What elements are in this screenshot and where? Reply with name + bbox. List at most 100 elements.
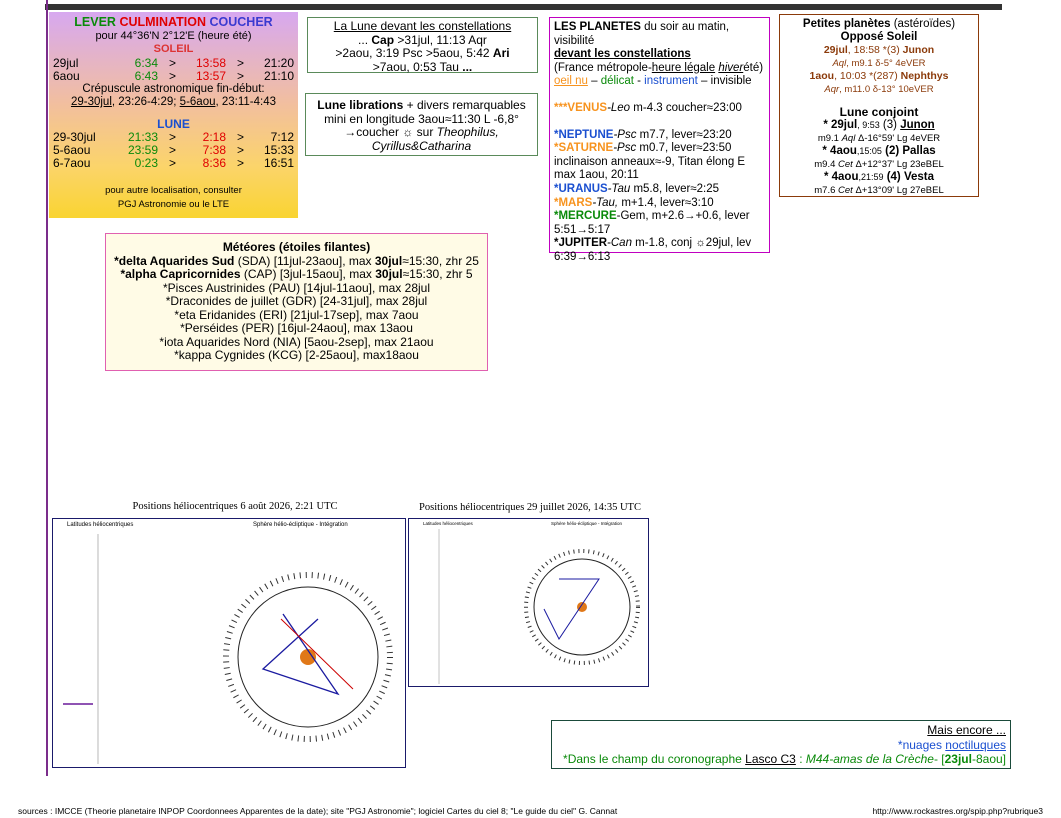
text: Aqr (824, 84, 840, 95)
text: >2aou, 3:19 (335, 46, 403, 60)
top-bar (45, 4, 1002, 10)
chart-title: Positions héliocentriques 29 juillet 202… (419, 502, 641, 513)
table-cell: 7:12 (270, 130, 294, 144)
table-cell: > (168, 130, 176, 144)
text: Aql (832, 58, 847, 69)
table-cell: > (236, 156, 244, 170)
table-row: 29jul 6:34 >13:58 >21:20 (53, 55, 298, 70)
table-cell: 0:23 (134, 156, 158, 170)
text: *Draconides de juillet (GDR) [24-31jul],… (165, 294, 428, 308)
text: mini en longitude 3aou≈11:30 L -6,8° (324, 111, 519, 126)
orbit-line (280, 618, 354, 690)
table-row: 6-7aou 0:23 >8:36 >16:51 (53, 157, 298, 170)
ecliptic-ring (524, 549, 640, 665)
sun (577, 602, 587, 612)
text: - [ (933, 752, 945, 766)
table-cell: 16:51 (263, 156, 294, 170)
text: *URANUS (554, 182, 608, 195)
text: *eta Eridanides (ERI) [21jul-17sep], max… (174, 307, 419, 322)
text: -Psc (613, 142, 637, 155)
table-cell: > (168, 156, 176, 170)
table-cell: 21:10 (263, 68, 294, 83)
table-cell: 2:18 (202, 130, 226, 144)
text: délicat (600, 75, 634, 88)
text: *MERCURE (554, 210, 617, 223)
table-cell: 13:58 (195, 55, 226, 70)
text: Opposé Soleil (840, 31, 918, 43)
table-cell: 21:20 (263, 55, 294, 70)
table-cell: 23:59 (127, 143, 158, 157)
moon-constellations-box: La Lune devant les constellations ... Ca… (307, 17, 538, 73)
text: – invisible (697, 75, 752, 88)
text: SOLEIL (153, 43, 194, 55)
table-cell: 6aou (53, 68, 80, 83)
table-cell: 7:38 (202, 143, 226, 157)
text: , 23:26-4:29; (111, 96, 180, 108)
text: CULMINATION (119, 15, 207, 29)
footer-sources: sources : IMCCE (Theorie planetaire INPO… (18, 806, 618, 816)
text: ,21:59 (858, 172, 884, 182)
text: Nephthys (900, 70, 949, 82)
text: heure légale (651, 61, 716, 74)
text: ***VENUS (554, 101, 608, 114)
table-cell: > (168, 55, 176, 70)
text: Cap (371, 32, 395, 47)
text: 30jul (375, 267, 403, 281)
text: , m9.1 δ-5° 4eVER (846, 58, 926, 69)
table-cell: 13:57 (195, 68, 226, 83)
text: 5-6aou (179, 96, 216, 108)
text: LES PLANETES (554, 21, 641, 33)
footer-url: http://www.rockastres.org/spip.php?rubri… (872, 806, 1043, 816)
text: -8aou] (971, 752, 1006, 766)
text: *NEPTUNE (554, 128, 614, 141)
librations-box: Lune librations + divers remarquables mi… (305, 93, 538, 156)
text: Sphère hélio-écliptique - Intégration (253, 522, 348, 528)
text: Cet (838, 159, 853, 170)
table-cell: > (236, 143, 244, 157)
text: pour autre localisation, consulter (105, 185, 242, 196)
text: *alpha Capricornides (120, 267, 241, 281)
text: M44-amas de la Crèche (805, 752, 934, 766)
text: Δ+13°09' Lg 27eBEL (852, 185, 944, 196)
asteroids-box: Petites planètes (astéroïdes) Opposé Sol… (779, 14, 979, 197)
left-rule (46, 0, 48, 776)
chart-title: Positions héliocentriques 6 août 2026, 2… (132, 501, 338, 512)
text: m5.8, lever≈2:25 (630, 182, 720, 195)
text: →coucher ☼ sur (344, 125, 437, 139)
text: , 18:58 *(3) (847, 44, 903, 56)
text: La Lune devant les constellations (333, 19, 512, 33)
text: (France métropole- (554, 61, 652, 74)
text: , m11.0 δ-13° 10eVER (839, 84, 934, 95)
text: 1aou (809, 70, 835, 82)
helio-chart: Latitudes héliocentriques Sphère hélio-é… (52, 518, 406, 768)
table-row: 29-30jul 21:33 >2:18 >7:12 (53, 131, 298, 144)
text: devant les constellations (554, 48, 691, 61)
text: ... (358, 32, 372, 47)
text: (SDA) [11jul-23aou], max (234, 253, 375, 268)
text: LEVER (74, 15, 116, 29)
orbits-lines (543, 578, 600, 640)
table-cell: 6:43 (134, 68, 158, 83)
text: *JUPITER (554, 237, 608, 250)
text: , 23:11-4:43 (215, 96, 277, 108)
more-box: Mais encore ... *nuages noctiluques *Dan… (551, 720, 1011, 769)
text: >5aou, 5:42 (422, 46, 493, 60)
ecliptic-ring (223, 572, 393, 742)
text: m-4.3 coucher≈23:00 (630, 101, 742, 114)
table-cell: 6:34 (134, 55, 158, 70)
text: Mais encore ... (927, 723, 1006, 737)
text: Δ-16°59' Lg 4eVER (855, 133, 941, 144)
text: Lasco C3 (745, 752, 796, 766)
planets-box: LES PLANETES du soir au matin, visibilit… (549, 17, 770, 263)
text: * 4aou (823, 171, 859, 183)
text: *kappa Cygnides (KCG) [2-25aou], max18ao… (174, 348, 419, 362)
table-cell: 21:33 (127, 130, 158, 144)
text: , 9:53 (857, 120, 880, 130)
moon-table: 29-30jul 21:33 >2:18 >7:12 5-6aou 23:59 >7:38 >… (49, 131, 298, 170)
text: 23jul (944, 752, 972, 766)
table-cell: 15:33 (263, 143, 294, 157)
table-cell: 8:36 (202, 156, 226, 170)
text: *Perséides (PER) [16jul-24aou], max 13ao… (180, 321, 413, 335)
text: -Gem, m+2.6→+0.6, lever 5:51→5:17 (554, 210, 750, 236)
chart-drawing (438, 529, 640, 684)
